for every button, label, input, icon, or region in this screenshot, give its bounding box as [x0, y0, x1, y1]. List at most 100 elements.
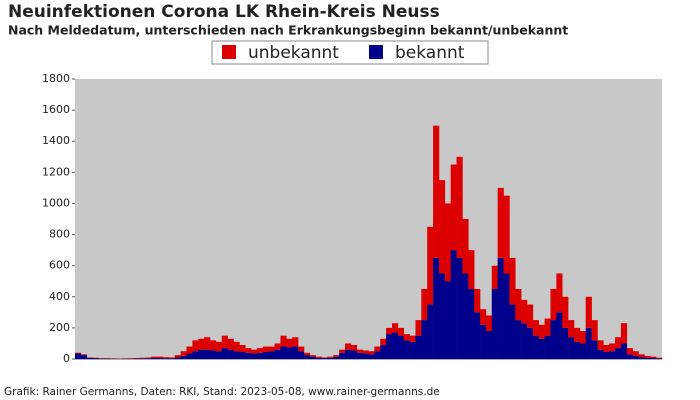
bar-segment	[309, 355, 316, 357]
bar-segment	[327, 356, 334, 358]
plot-area	[75, 79, 662, 359]
bar-segment	[262, 346, 270, 352]
bar-segment	[491, 265, 498, 289]
bar-segment	[585, 327, 592, 359]
bar-segment	[245, 348, 252, 353]
bar-segment	[409, 341, 416, 359]
bar-segment	[579, 343, 586, 359]
bar-segment	[609, 351, 616, 359]
bar-segment	[550, 320, 557, 359]
bar-segment	[204, 349, 211, 359]
bar-segment	[591, 320, 598, 341]
bar-segment	[145, 357, 152, 359]
bar-segment	[485, 331, 493, 359]
bar-segment	[368, 351, 375, 355]
bar-segment	[632, 351, 639, 356]
bar-segment	[538, 324, 545, 339]
bar-segment	[186, 353, 193, 359]
bar-segment	[415, 320, 422, 336]
bar-segment	[438, 180, 446, 274]
bar-segment	[239, 345, 246, 352]
bar-segment	[474, 289, 481, 313]
bar-segment	[315, 357, 322, 359]
bar-segment	[526, 304, 534, 328]
bar-segment	[192, 351, 199, 359]
bar-segment	[362, 350, 369, 354]
bar-segment	[268, 346, 275, 352]
bar-segment	[274, 349, 281, 359]
legend-swatch	[222, 45, 236, 59]
bar-segment	[286, 347, 293, 359]
bar-segment	[556, 312, 563, 359]
bar-segment	[303, 352, 311, 356]
bar-segment	[509, 304, 516, 359]
bar-segment	[350, 350, 358, 359]
bar-segment	[415, 335, 422, 359]
bar-segment	[503, 273, 510, 359]
bar-segment	[339, 349, 346, 353]
bar-segment	[180, 355, 187, 359]
bar-segment	[462, 219, 469, 274]
y-tick-label: 400	[49, 290, 70, 303]
bar-segment	[562, 327, 569, 359]
bar-segment	[157, 358, 164, 359]
bar-segment	[491, 289, 498, 359]
legend-label: unbekannt	[248, 43, 339, 63]
bar-segment	[509, 257, 516, 305]
bar-segment	[186, 346, 193, 354]
bar-segment	[515, 320, 522, 359]
bar-segment	[603, 345, 610, 352]
bar-segment	[644, 357, 651, 359]
bar-segment	[251, 349, 258, 354]
bar-segment	[615, 348, 622, 359]
bar-segment	[638, 357, 645, 359]
bar-segment	[215, 341, 223, 352]
bar-segment	[139, 357, 146, 359]
bar-segment	[174, 357, 181, 359]
bar-segment	[497, 257, 504, 359]
bar-segment	[568, 320, 575, 338]
bar-segment	[474, 312, 481, 359]
bar-segment	[256, 348, 264, 353]
bar-segment	[339, 352, 346, 359]
bar-segment	[168, 358, 176, 359]
bar-segment	[427, 226, 434, 305]
bar-segment	[333, 355, 340, 357]
bar-segment	[503, 195, 510, 274]
bar-segment	[321, 358, 328, 359]
bar-segment	[210, 350, 217, 359]
bar-segment	[280, 335, 287, 347]
bar-segment	[556, 273, 563, 313]
y-tick-label: 200	[49, 321, 70, 334]
bar-segment	[92, 358, 99, 359]
bar-segment	[538, 338, 545, 359]
bar-segment	[163, 357, 170, 359]
y-tick-label: 1200	[42, 165, 70, 178]
chart-subtitle: Nach Meldedatum, unterschieden nach Erkr…	[8, 23, 568, 38]
bar-segment	[515, 289, 522, 321]
bar-segment	[327, 357, 334, 359]
bar-segment	[597, 340, 604, 350]
bar-segment	[274, 343, 281, 350]
bar-segment	[568, 337, 575, 359]
bar-segment	[298, 351, 305, 359]
bar-segment	[321, 357, 328, 359]
bar-segment	[480, 309, 487, 325]
bar-segment	[374, 351, 381, 359]
bar-segment	[421, 289, 428, 321]
bar-segment	[215, 351, 223, 359]
bar-segment	[480, 324, 487, 359]
bar-segment	[292, 337, 299, 347]
bar-segment	[345, 343, 352, 350]
bar-segment	[620, 323, 628, 344]
bar-segment	[386, 334, 393, 359]
bar-segment	[280, 346, 287, 359]
bar-segment	[444, 281, 451, 359]
bar-segment	[204, 337, 211, 350]
bar-segment	[650, 356, 657, 359]
bar-segment	[485, 315, 493, 331]
bar-segment	[550, 289, 557, 321]
bar-segment	[632, 355, 639, 359]
legend-label: bekannt	[395, 43, 465, 63]
